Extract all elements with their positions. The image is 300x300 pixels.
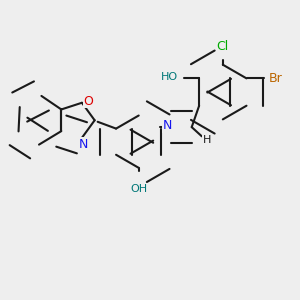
Text: O: O [83,95,93,108]
Text: HO: HO [161,72,178,82]
Text: N: N [162,119,172,132]
Text: N: N [79,138,88,151]
Text: Cl: Cl [217,40,229,53]
Text: OH: OH [130,184,147,194]
Text: H: H [202,135,211,145]
Text: Br: Br [268,72,282,85]
